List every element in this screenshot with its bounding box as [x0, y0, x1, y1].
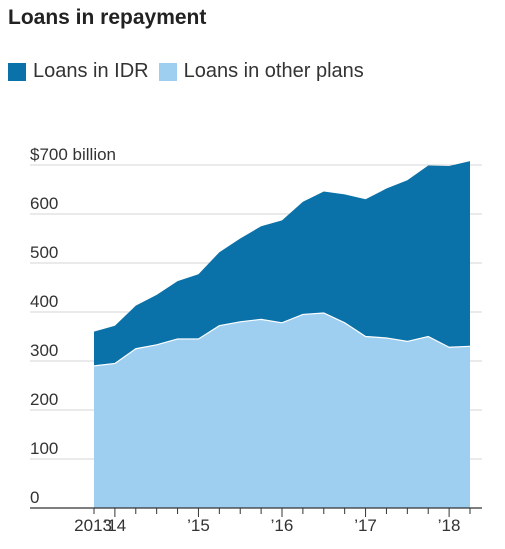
- legend: Loans in IDR Loans in other plans: [8, 60, 374, 83]
- x-tick-label-0: 2013: [74, 516, 112, 535]
- x-tick-label-1: ’14: [104, 516, 127, 535]
- x-tick-label-5: ’18: [438, 516, 461, 535]
- legend-item-other: Loans in other plans: [158, 60, 364, 83]
- legend-swatch-idr: [8, 62, 26, 81]
- y-tick-label-0: 0: [30, 488, 39, 507]
- y-tick-label-100: 100: [30, 439, 58, 458]
- legend-label-other: Loans in other plans: [183, 60, 364, 82]
- y-tick-label-400: 400: [30, 292, 58, 311]
- area-loans-in-other-plans: [94, 312, 470, 508]
- x-tick-label-2: ’15: [187, 516, 210, 535]
- y-tick-label-300: 300: [30, 341, 58, 360]
- legend-item-idr: Loans in IDR: [8, 60, 149, 83]
- y-tick-label-500: 500: [30, 243, 58, 262]
- y-tick-label-200: 200: [30, 390, 58, 409]
- series-boundary-line: [93, 312, 471, 367]
- y-tick-label-600: 600: [30, 194, 58, 213]
- x-tick-label-4: ’17: [354, 516, 377, 535]
- legend-swatch-other: [158, 62, 177, 81]
- legend-label-idr: Loans in IDR: [33, 60, 149, 82]
- chart-title: Loans in repayment: [8, 6, 207, 29]
- x-tick-label-3: ’16: [271, 516, 294, 535]
- y-tick-label-700: $700 billion: [30, 145, 116, 164]
